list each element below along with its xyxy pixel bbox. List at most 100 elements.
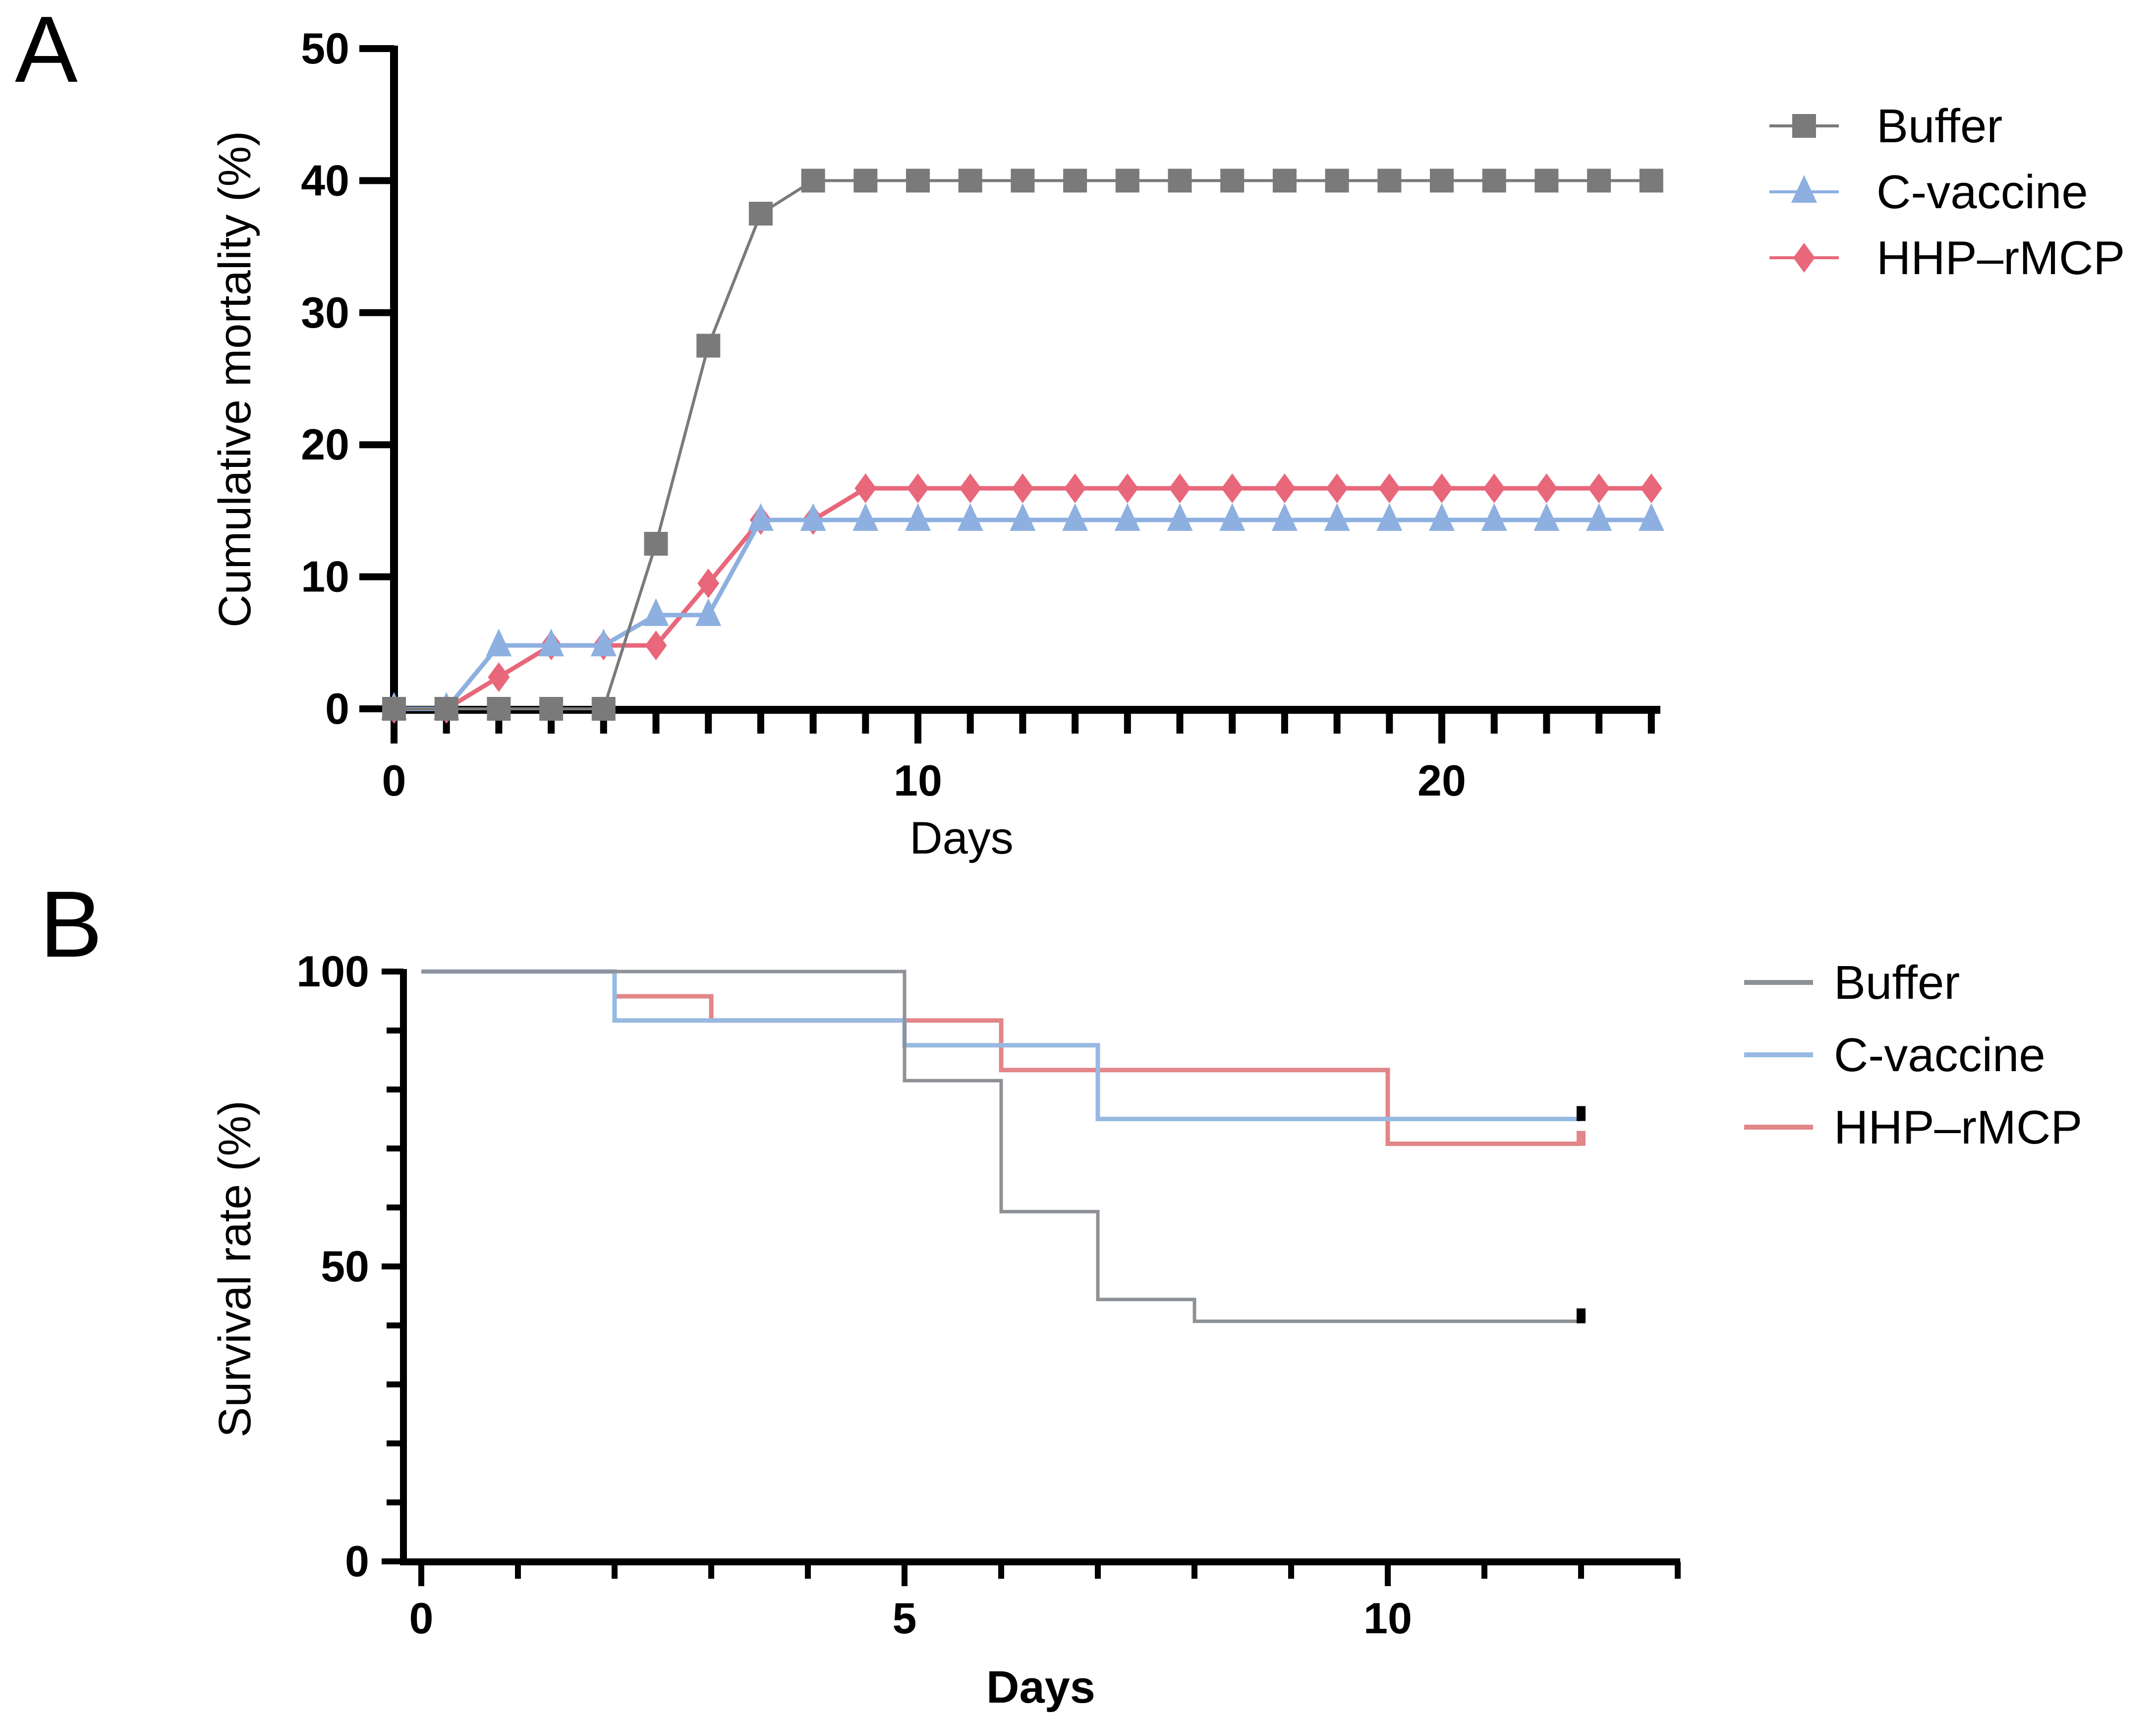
- legend-item: HHP–rMCP: [1744, 1101, 2082, 1154]
- data-point: [1064, 473, 1086, 504]
- x-tick-label: 20: [1418, 756, 1466, 805]
- series-buffer: [421, 970, 1586, 1323]
- data-point: [488, 662, 510, 692]
- data-point: [1430, 169, 1454, 193]
- data-point: [1062, 503, 1088, 531]
- legend-label: Buffer: [1876, 100, 2002, 153]
- data-point: [1326, 473, 1348, 504]
- data-point: [591, 697, 616, 721]
- y-tick-label: 10: [301, 552, 349, 601]
- data-point: [539, 697, 564, 721]
- data-point: [906, 169, 930, 193]
- data-point: [486, 629, 512, 657]
- x-tick-label: 10: [1363, 1594, 1412, 1643]
- data-point: [905, 503, 931, 531]
- data-point: [1638, 503, 1664, 531]
- x-tick-label: 10: [894, 756, 942, 805]
- data-point: [1115, 169, 1139, 193]
- x-axis-title: Days: [986, 1662, 1095, 1713]
- legend-label: C-vaccine: [1876, 166, 2088, 219]
- y-tick-label: 50: [321, 1242, 369, 1291]
- legend-marker: [1793, 243, 1815, 273]
- data-point: [382, 697, 406, 721]
- legend-item: HHP–rMCP: [1769, 231, 2125, 285]
- data-point: [747, 503, 774, 531]
- legend-item: C-vaccine: [1769, 166, 2088, 219]
- series-c-vaccine: [381, 503, 1664, 720]
- data-point: [1221, 473, 1244, 504]
- panel-b: B 0 50 100 0 5 10 Days Survival rate (%) Buffer C-…: [40, 872, 2082, 1713]
- series-buffer: [382, 169, 1663, 721]
- data-point: [1010, 503, 1036, 531]
- data-point: [1483, 473, 1505, 504]
- data-point: [853, 169, 878, 193]
- data-point: [538, 629, 565, 657]
- data-point: [800, 503, 826, 531]
- data-point: [957, 503, 983, 531]
- data-point: [697, 568, 720, 598]
- data-point: [959, 473, 981, 504]
- data-point: [958, 169, 982, 193]
- y-tick-label: 0: [325, 684, 349, 733]
- data-point: [1640, 473, 1662, 504]
- data-point: [1481, 503, 1507, 531]
- legend-marker: [1792, 114, 1816, 138]
- data-point: [1482, 169, 1506, 193]
- y-tick-label: 0: [345, 1537, 369, 1586]
- data-point: [1168, 169, 1192, 193]
- panel-label-a: A: [15, 0, 78, 102]
- data-point: [1587, 169, 1611, 193]
- data-point: [1169, 473, 1191, 504]
- panel-label-b: B: [40, 872, 103, 977]
- data-point: [852, 503, 879, 531]
- data-point: [1167, 503, 1193, 531]
- data-point: [1012, 473, 1034, 504]
- data-point: [1535, 473, 1558, 504]
- data-point: [1219, 503, 1246, 531]
- data-point: [748, 202, 773, 226]
- x-axis-title: Days: [909, 813, 1014, 863]
- data-point: [643, 598, 669, 626]
- y-tick-label: 20: [301, 420, 349, 469]
- data-point: [1116, 473, 1138, 504]
- data-point: [907, 473, 929, 504]
- data-point: [1533, 503, 1560, 531]
- survival-step-line: [421, 970, 1581, 1323]
- y-tick-label: 50: [301, 24, 349, 73]
- data-point: [1271, 503, 1298, 531]
- data-point: [1011, 169, 1035, 193]
- data-point: [434, 697, 458, 721]
- legend-label: Buffer: [1834, 956, 1960, 1009]
- legend-label: HHP–rMCP: [1876, 231, 2125, 285]
- legend-label: C-vaccine: [1834, 1029, 2045, 1082]
- panel-a: A 0 10 20 30 40 50 0 10 20 Days Cumulative mortalit…: [15, 0, 2125, 863]
- data-point: [644, 532, 668, 556]
- legend-item: Buffer: [1769, 100, 2002, 153]
- x-tick-label: 0: [382, 756, 406, 805]
- data-point: [487, 697, 511, 721]
- y-tick-label: 30: [301, 288, 349, 337]
- legend-label: HHP–rMCP: [1834, 1101, 2082, 1154]
- y-tick-label: 40: [301, 156, 349, 205]
- legend-item: Buffer: [1744, 956, 1960, 1009]
- data-point: [1324, 503, 1350, 531]
- legend-marker: [1791, 175, 1817, 203]
- data-point: [1534, 169, 1559, 193]
- data-point: [1586, 503, 1612, 531]
- series-line: [394, 179, 1651, 710]
- x-tick-label: 5: [893, 1594, 917, 1643]
- data-point: [801, 169, 825, 193]
- data-point: [1063, 169, 1087, 193]
- data-point: [1588, 473, 1610, 504]
- y-axis-title: Cumulative mortality (%): [210, 131, 260, 628]
- data-point: [854, 473, 877, 504]
- data-point: [1114, 503, 1140, 531]
- data-point: [1376, 503, 1403, 531]
- data-point: [696, 334, 721, 358]
- data-point: [1273, 473, 1296, 504]
- data-point: [1429, 503, 1455, 531]
- data-point: [695, 598, 722, 626]
- data-point: [1272, 169, 1297, 193]
- data-point: [1378, 473, 1401, 504]
